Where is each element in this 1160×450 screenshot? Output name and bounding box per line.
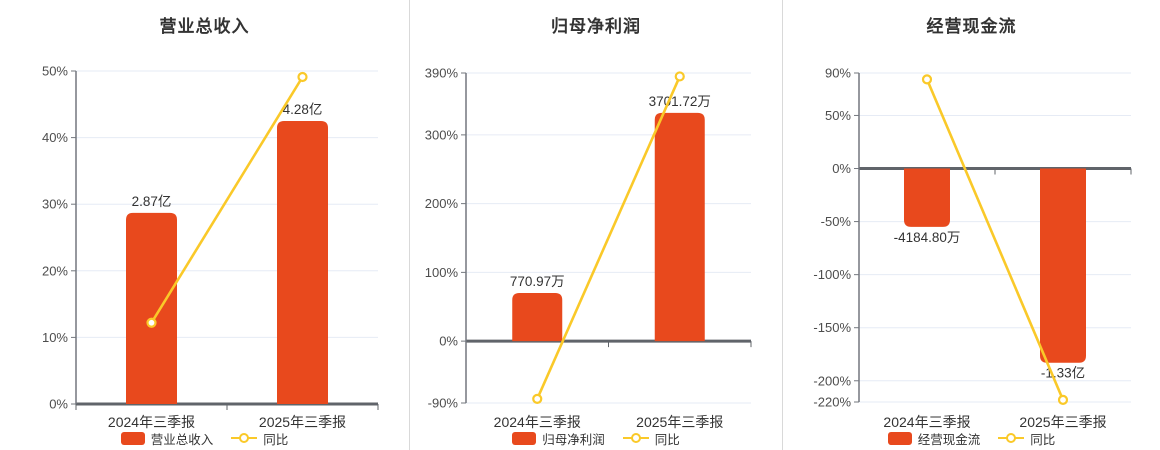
- trend-line: [925, 78, 1065, 401]
- x-category-label: 2024年三季报: [883, 414, 970, 430]
- y-tick-label: 40%: [42, 130, 68, 145]
- y-tick-label: 390%: [425, 66, 459, 81]
- y-tick-label: 0%: [832, 161, 851, 176]
- line-marker[interactable]: [532, 393, 543, 404]
- x-category-label: 2024年三季报: [494, 414, 581, 430]
- y-tick-label: 20%: [42, 263, 68, 278]
- bar-2025年三季报[interactable]: [277, 120, 328, 404]
- x-category-label: 2025年三季报: [636, 414, 723, 430]
- line-marker[interactable]: [1057, 394, 1069, 405]
- bar-swatch-icon: [512, 431, 537, 445]
- chart-panel-cash-flow: 经营现金流 90% 50% 0% -50% -100% -150% -200% -220% -4…: [782, 0, 1160, 450]
- chart-panel-revenue: 营业总收入 50% 40% 30% 20% 10% 0% 2.87亿 4.28亿 2024年三季…: [0, 0, 409, 450]
- y-tick-label: 50%: [825, 108, 851, 123]
- bar-value-label: 770.97万: [510, 274, 565, 289]
- bar-value-label: 3701.72万: [649, 94, 711, 109]
- x-category-label: 2025年三季报: [1019, 414, 1106, 430]
- chart-title-revenue: 营业总收入: [159, 17, 250, 36]
- y-tick-label: 100%: [425, 265, 459, 280]
- line-marker[interactable]: [146, 317, 157, 328]
- y-tick-label: 0%: [49, 397, 68, 412]
- line-marker[interactable]: [674, 71, 685, 82]
- legend-item-bar[interactable]: 经营现金流: [887, 429, 981, 448]
- line-marker[interactable]: [921, 74, 933, 85]
- y-tick-label: 50%: [42, 64, 68, 79]
- y-tick-label: -200%: [813, 373, 851, 388]
- legend-label: 同比: [263, 432, 289, 447]
- y-tick-label: 30%: [42, 197, 68, 212]
- chart-title-net-profit: 归母净利润: [551, 17, 641, 36]
- trend-line: [150, 76, 304, 324]
- bar-swatch-icon: [120, 431, 145, 445]
- legend-label: 经营现金流: [917, 432, 981, 447]
- cash-flow-chart-plot: 90% 50% 0% -50% -100% -150% -200% -220% -4184.80…: [813, 66, 1132, 430]
- legend-label: 同比: [1030, 432, 1056, 447]
- y-tick-label: -100%: [813, 267, 851, 282]
- legend-item-line[interactable]: 同比: [998, 429, 1055, 448]
- y-tick-label: -220%: [813, 395, 851, 410]
- bar-value-label: -1.33亿: [1041, 366, 1085, 381]
- bar-2024年三季报[interactable]: [904, 168, 950, 227]
- revenue-legend: 营业总收入 同比: [0, 429, 409, 447]
- bar-2025年三季报[interactable]: [1040, 168, 1086, 363]
- line-marker-icon: [622, 432, 649, 445]
- x-category-label: 2025年三季报: [259, 414, 346, 430]
- legend-item-bar[interactable]: 归母净利润: [512, 429, 605, 448]
- trend-line: [536, 75, 681, 400]
- legend-label: 归母净利润: [542, 432, 605, 447]
- bar-swatch-icon: [887, 431, 912, 445]
- line-marker-icon: [231, 432, 258, 445]
- x-category-label: 2024年三季报: [108, 414, 195, 430]
- legend-item-line[interactable]: 同比: [622, 429, 680, 448]
- bar-value-label: 2.87亿: [132, 194, 172, 209]
- revenue-chart-plot: 50% 40% 30% 20% 10% 0% 2.87亿 4.28亿 2024年三季报 2025年…: [42, 64, 379, 430]
- legend-label: 营业总收入: [150, 432, 214, 447]
- line-marker-icon: [998, 432, 1025, 445]
- y-tick-label: 10%: [42, 330, 68, 345]
- y-tick-label: 300%: [425, 127, 459, 142]
- bar-2024年三季报[interactable]: [126, 212, 177, 404]
- legend-item-bar[interactable]: 营业总收入: [120, 429, 214, 448]
- net-profit-chart-plot: 390% 300% 200% 100% 0% -90% 770.97万 3701.72万 202…: [425, 66, 752, 430]
- legend-item-line[interactable]: 同比: [231, 429, 288, 448]
- bar-2025年三季报[interactable]: [654, 112, 705, 342]
- bar-value-label: -4184.80万: [894, 230, 961, 245]
- y-tick-label: 200%: [425, 196, 459, 211]
- bar-value-label: 4.28亿: [283, 102, 323, 117]
- y-tick-label: -50%: [821, 214, 852, 229]
- y-tick-label: -90%: [428, 396, 459, 411]
- line-marker[interactable]: [297, 71, 308, 83]
- cash-flow-legend: 经营现金流 同比: [783, 429, 1160, 447]
- net-profit-legend: 归母净利润 同比: [410, 429, 782, 447]
- chart-panel-net-profit: 归母净利润 390% 300% 200% 100% 0% -90% 770.97万 3701.…: [409, 0, 782, 450]
- y-tick-label: 90%: [825, 66, 851, 81]
- y-tick-label: -150%: [813, 320, 851, 335]
- legend-label: 同比: [654, 432, 680, 447]
- bar-2024年三季报[interactable]: [512, 293, 563, 342]
- y-tick-label: 0%: [439, 334, 458, 349]
- chart-title-cash-flow: 经营现金流: [926, 17, 1017, 36]
